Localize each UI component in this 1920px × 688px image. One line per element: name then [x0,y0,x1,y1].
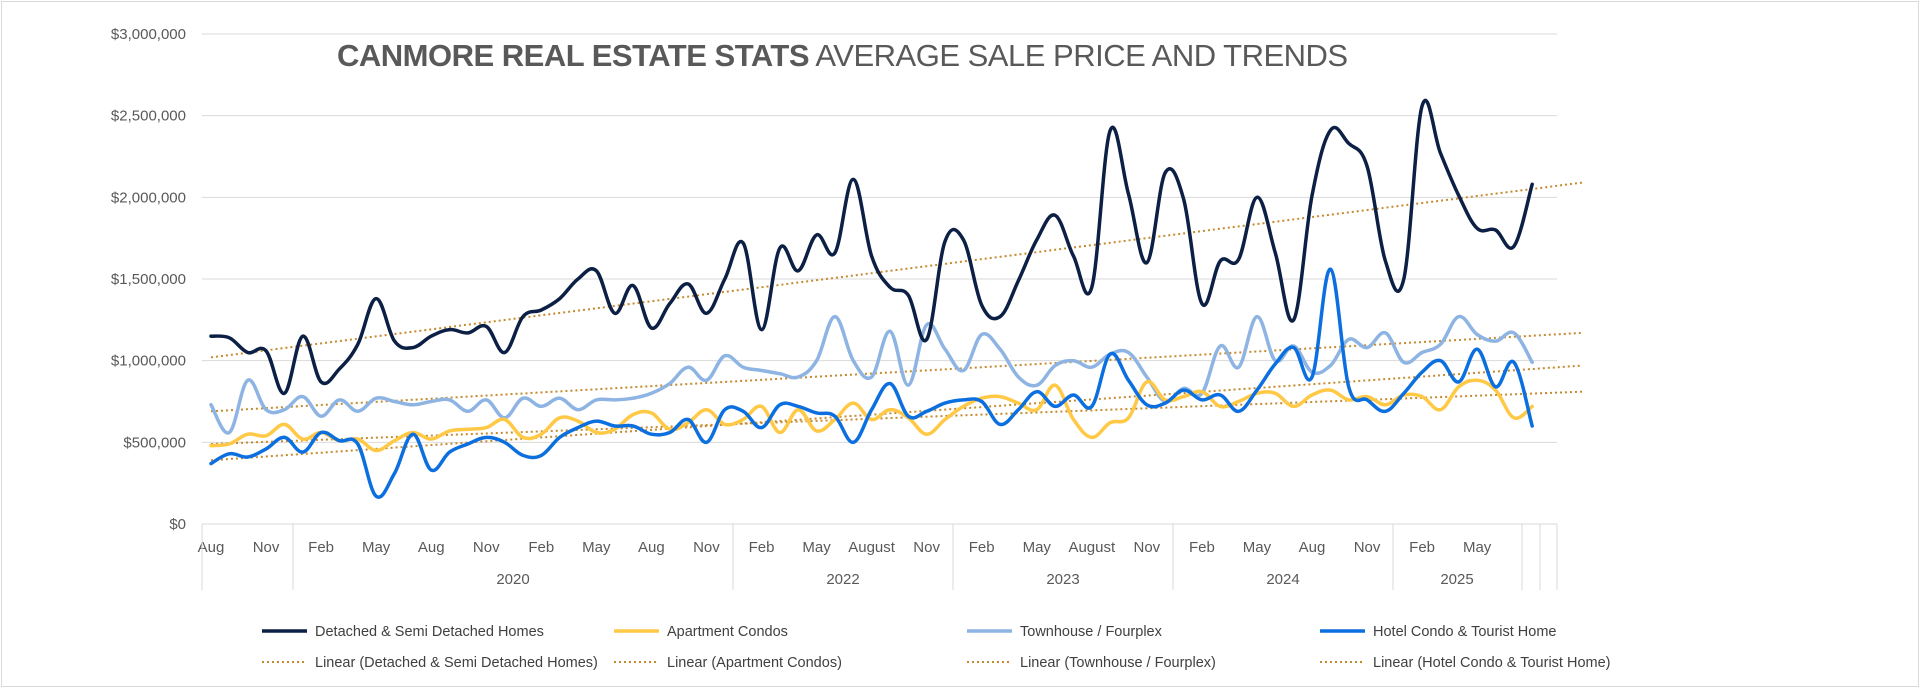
y-tick-label: $2,000,000 [111,189,186,206]
legend-trend-label: Linear (Hotel Condo & Tourist Home) [1373,655,1610,671]
x-tick-label: May [1463,539,1492,556]
x-tick-label: August [1068,539,1116,556]
x-tick-label: Nov [913,539,940,556]
chart-title-rest: AVERAGE SALE PRICE AND TRENDS [809,38,1348,73]
legend: Detached & Semi Detached Homes Apartment … [262,624,1610,671]
x-tick-label: Aug [198,539,225,556]
year-label: 2025 [1440,571,1473,588]
year-label: 2024 [1266,571,1299,588]
series-line-1 [209,98,1534,396]
chart-title-bold: CANMORE REAL ESTATE STATS [337,38,809,73]
x-tick-label: Aug [418,539,445,556]
x-tick-label: May [802,539,831,556]
x-tick-label: Feb [308,539,334,556]
trendline-3 [210,331,1583,413]
trendline-1 [210,181,1583,359]
x-tick-label: May [362,539,391,556]
x-tick-label: Nov [693,539,720,556]
x-tick-label: Feb [528,539,554,556]
x-tick-label: Feb [1409,539,1435,556]
y-tick-label: $500,000 [123,434,186,451]
chart-title: CANMORE REAL ESTATE STATS AVERAGE SALE P… [337,38,1348,73]
legend-label: Apartment Condos [667,624,788,640]
x-tick-label: May [1243,539,1272,556]
trendline-2 [210,390,1583,445]
legend-trend-label: Linear (Townhouse / Fourplex) [1020,655,1216,671]
y-tick-label: $1,000,000 [111,353,186,370]
year-label: 2022 [826,571,859,588]
year-label: 2020 [496,571,529,588]
x-tick-label: Nov [473,539,500,556]
y-axis: $0 $500,000 $1,000,000 $1,500,000 $2,000,000… [111,26,186,533]
y-tick-label: $0 [169,516,186,533]
series-line-4 [209,267,1534,499]
x-tick-label: Nov [253,539,280,556]
series-line-2 [209,378,1534,453]
y-tick-label: $3,000,000 [111,26,186,43]
x-tick-label: May [582,539,611,556]
series-lines [209,98,1534,499]
x-tick-label: Aug [638,539,665,556]
legend-label: Townhouse / Fourplex [1020,624,1163,640]
legend-label: Hotel Condo & Tourist Home [1373,624,1557,640]
trendline-4 [210,364,1583,462]
x-tick-label: August [848,539,896,556]
x-tick-label: Feb [969,539,995,556]
series-line-3 [209,314,1534,435]
x-tick-label: Feb [1189,539,1215,556]
legend-trend-label: Linear (Apartment Condos) [667,655,842,671]
x-tick-label: Aug [1299,539,1326,556]
year-label: 2023 [1046,571,1079,588]
x-tick-label: Nov [1134,539,1161,556]
x-tick-label: Nov [1354,539,1381,556]
x-tick-label: May [1023,539,1052,556]
trendlines [210,181,1583,462]
x-tick-label: Feb [749,539,775,556]
y-tick-label: $2,500,000 [111,108,186,125]
y-tick-label: $1,500,000 [111,271,186,288]
legend-trend-label: Linear (Detached & Semi Detached Homes) [315,655,598,671]
legend-label: Detached & Semi Detached Homes [315,624,544,640]
x-axis: Aug Nov Feb May Aug Nov Feb May Aug Nov Feb May Augu… [198,524,1558,590]
